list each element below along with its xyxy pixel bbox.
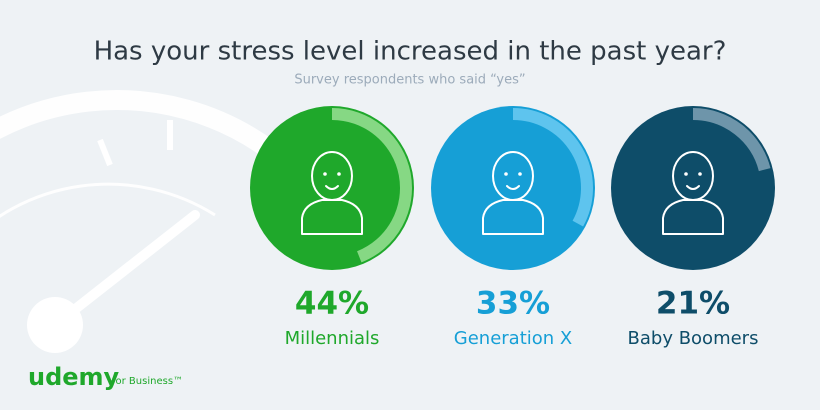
ring-arc [331, 108, 412, 263]
logo-name: udemy [28, 363, 120, 391]
face-icon [698, 172, 702, 176]
face-icon [684, 172, 688, 176]
face-icon [662, 199, 724, 235]
ring-arc [692, 108, 771, 172]
ring-item: 21% Baby Boomers [611, 106, 775, 349]
ring-item: 33% Generation X [431, 106, 595, 349]
category-label: Generation X [454, 328, 572, 349]
ring-item: 44% Millennials [250, 106, 414, 349]
value-label: 33% [476, 286, 550, 322]
category-label: Millennials [285, 328, 380, 349]
face-icon [325, 185, 339, 190]
face-icon [301, 199, 363, 235]
face-icon [686, 185, 700, 190]
face-icon [506, 185, 520, 190]
face-icon [504, 172, 508, 176]
value-label: 44% [295, 286, 369, 322]
chart-title: Has your stress level increased in the p… [94, 37, 727, 67]
face-icon [337, 172, 341, 176]
category-label: Baby Boomers [628, 328, 759, 349]
logo-tagline: for Business™ [112, 376, 183, 387]
face-icon [518, 172, 522, 176]
ring-arc [512, 108, 593, 227]
face-icon [323, 172, 327, 176]
value-label: 21% [656, 286, 730, 322]
background-gauge [0, 90, 276, 353]
chart-subtitle: Survey respondents who said “yes” [294, 73, 525, 88]
face-icon [482, 199, 544, 235]
